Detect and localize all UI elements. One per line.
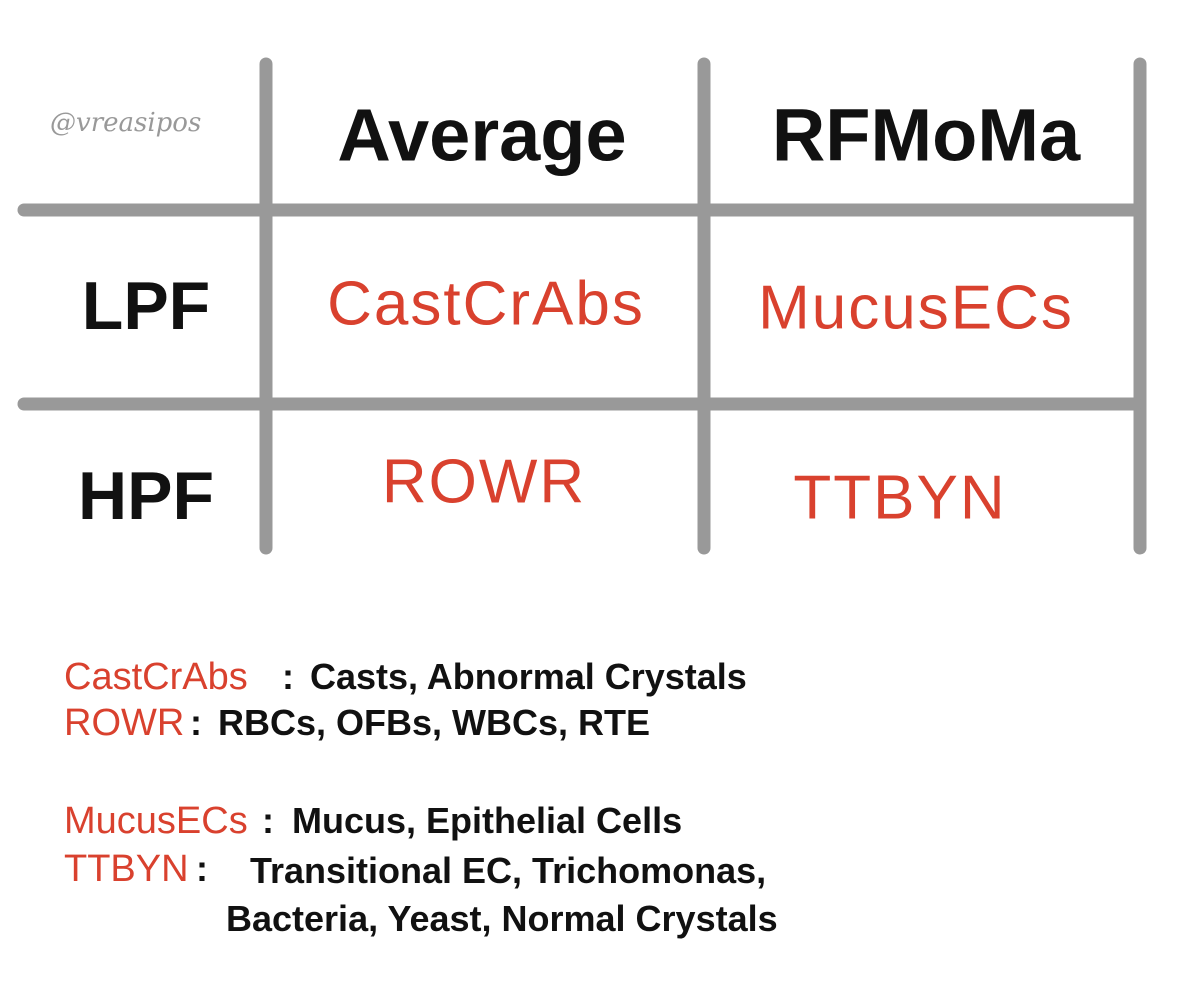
legend-definition: Casts, Abnormal Crystals (310, 656, 747, 697)
legend-separator: : (262, 800, 274, 841)
legend-separator: : (190, 702, 202, 743)
watermark: @vreasipos (50, 108, 202, 138)
table-cell: CastCrAbs (327, 269, 645, 339)
legend-separator: : (196, 848, 208, 889)
legend-separator: : (282, 656, 294, 697)
legend-definition: RBCs, OFBs, WBCs, RTE (218, 702, 651, 743)
legend-definition: Bacteria, Yeast, Normal Crystals (226, 898, 778, 939)
column-header: Average (337, 93, 627, 177)
legend-term: ROWR (64, 702, 185, 744)
table-cell: TTBYN (793, 463, 1007, 533)
row-header: HPF (78, 458, 214, 534)
row-header: LPF (81, 268, 211, 344)
legend-term: CastCrAbs (64, 656, 248, 698)
table-cell: MucusECs (758, 273, 1074, 343)
legend-definition: Transitional EC, Trichomonas, (250, 850, 767, 891)
column-header: RFMoMa (771, 93, 1081, 177)
legend-term: MucusECs (64, 800, 248, 842)
legend-definition: Mucus, Epithelial Cells (292, 800, 683, 841)
table-cell: ROWR (381, 447, 587, 517)
legend-term: TTBYN (64, 848, 189, 890)
